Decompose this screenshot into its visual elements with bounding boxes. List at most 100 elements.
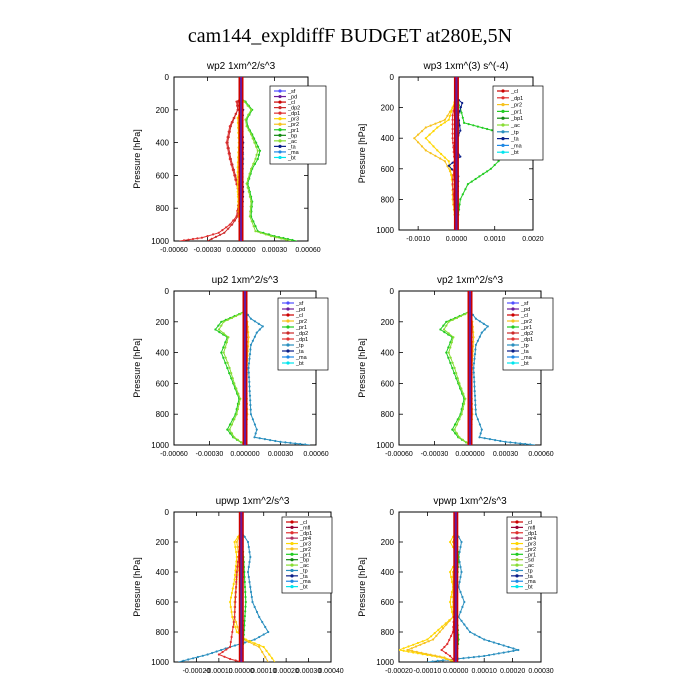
series-marker: [226, 366, 229, 370]
series-marker: [243, 641, 246, 644]
series-marker: [450, 605, 453, 609]
legend-label: _tp: [299, 568, 308, 574]
legend-label: _ma: [295, 355, 308, 361]
series-marker: [519, 442, 522, 445]
series-marker: [434, 654, 437, 657]
series-marker: [459, 545, 462, 549]
legend-label: _pr4: [299, 536, 311, 542]
series-marker: [455, 432, 459, 435]
series-marker: [249, 585, 252, 589]
x-tick-label: -0.00060: [385, 451, 413, 458]
legend-label: _dp2: [295, 331, 308, 337]
series-marker: [474, 408, 477, 411]
plot-area: [179, 77, 297, 241]
legend-marker: [278, 128, 282, 132]
panel-title: vpwp 1xm^2/s^3: [433, 496, 507, 507]
series-marker: [472, 371, 475, 374]
series-marker: [264, 625, 267, 629]
legend-label: _ta: [287, 144, 297, 150]
chart-panel: wp2 1xm^2/s^3 Pressure [hPa] 0 200 400 600 800…: [132, 61, 327, 254]
x-tick-label: 0.00030: [296, 668, 321, 675]
series-marker: [221, 229, 224, 232]
series-marker: [424, 652, 428, 655]
series-marker: [249, 399, 252, 402]
series-marker: [231, 377, 234, 380]
series-marker: [413, 137, 416, 140]
series-marker: [228, 372, 231, 375]
series-marker: [438, 630, 441, 634]
series-marker: [228, 423, 232, 426]
series-marker: [458, 110, 461, 113]
series-marker: [233, 219, 236, 222]
legend-marker: [501, 143, 505, 147]
y-tick-label: 0: [390, 287, 395, 296]
series-marker: [470, 180, 473, 183]
y-tick-label: 0: [165, 508, 170, 517]
y-tick-label: 400: [156, 349, 170, 358]
series-marker: [255, 610, 259, 614]
series-marker: [211, 651, 214, 655]
series-marker: [451, 114, 454, 117]
series-marker: [447, 332, 450, 335]
series-marker: [230, 432, 234, 435]
legend-marker: [511, 307, 515, 311]
panel-title: wp2 1xm^2/s^3: [206, 61, 276, 72]
series-marker: [253, 436, 256, 439]
series-marker: [231, 223, 234, 226]
series-marker: [229, 645, 232, 649]
series-marker: [230, 372, 233, 375]
series-marker: [258, 635, 261, 639]
series-marker: [445, 351, 448, 354]
y-tick-label: 800: [381, 410, 395, 419]
series-marker: [472, 340, 475, 343]
series-marker: [443, 118, 446, 121]
series-marker: [447, 320, 450, 323]
series-marker: [426, 638, 429, 641]
legend-marker: [511, 343, 515, 347]
series-marker: [229, 605, 232, 609]
series-marker: [436, 126, 439, 129]
series-marker: [465, 441, 468, 444]
series-marker: [430, 635, 433, 638]
series-marker: [248, 385, 251, 388]
series-marker: [436, 149, 439, 152]
series-marker: [467, 656, 470, 659]
legend-marker: [511, 361, 515, 365]
legend-marker: [290, 541, 294, 546]
series-marker: [249, 413, 252, 416]
legend-marker: [501, 123, 505, 127]
series-marker: [524, 442, 527, 445]
legend-label: _tp: [295, 343, 304, 349]
series-marker: [257, 322, 260, 325]
series-marker: [248, 195, 251, 198]
series-line: [427, 531, 519, 662]
x-tick-label: 0.00040: [318, 668, 343, 675]
series-marker: [486, 325, 489, 328]
series-marker: [221, 650, 224, 654]
chart-panel: wp3 1xm^(3) s^(-4) Pressure [hPa] 0 200 400 6…: [357, 61, 544, 243]
y-tick-label: 400: [381, 568, 395, 577]
series-marker: [246, 186, 249, 189]
legend-box: [506, 516, 558, 594]
series-marker: [456, 377, 459, 380]
series-marker: [229, 125, 232, 128]
series-marker: [476, 339, 479, 342]
legend-marker: [278, 89, 282, 93]
series-marker: [249, 210, 252, 213]
legend-marker: [515, 531, 519, 535]
legend-label: _bt: [524, 585, 533, 591]
series-marker: [243, 619, 246, 622]
legend-label: _pd: [520, 307, 530, 313]
series-marker: [234, 545, 237, 549]
legend-label: _pr1: [510, 109, 522, 115]
series-marker: [459, 155, 462, 158]
series-marker: [219, 233, 222, 236]
series-marker: [447, 346, 450, 349]
series-marker: [247, 340, 250, 343]
series-marker: [458, 203, 461, 206]
legend-marker: [501, 130, 505, 134]
panel-title: up2 1xm^2/s^3: [212, 275, 279, 286]
series-marker: [474, 348, 477, 351]
series-marker: [466, 627, 469, 630]
series-marker: [432, 130, 435, 133]
